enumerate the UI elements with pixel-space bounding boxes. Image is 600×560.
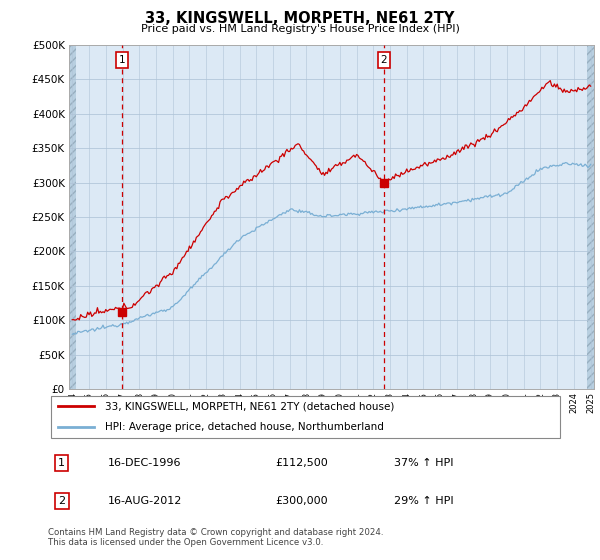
Text: 33, KINGSWELL, MORPETH, NE61 2TY: 33, KINGSWELL, MORPETH, NE61 2TY (145, 11, 455, 26)
Text: £300,000: £300,000 (275, 496, 328, 506)
Text: 16-AUG-2012: 16-AUG-2012 (107, 496, 182, 506)
Text: 29% ↑ HPI: 29% ↑ HPI (394, 496, 454, 506)
FancyBboxPatch shape (50, 395, 560, 438)
Text: Contains HM Land Registry data © Crown copyright and database right 2024.
This d: Contains HM Land Registry data © Crown c… (48, 528, 383, 547)
Text: £112,500: £112,500 (275, 458, 328, 468)
Text: HPI: Average price, detached house, Northumberland: HPI: Average price, detached house, Nort… (105, 422, 383, 432)
Text: 1: 1 (58, 458, 65, 468)
Text: 2: 2 (380, 55, 387, 65)
Text: 2: 2 (58, 496, 65, 506)
Bar (69, 45, 76, 389)
Text: 37% ↑ HPI: 37% ↑ HPI (394, 458, 453, 468)
Text: 1: 1 (119, 55, 125, 65)
Text: 33, KINGSWELL, MORPETH, NE61 2TY (detached house): 33, KINGSWELL, MORPETH, NE61 2TY (detach… (105, 401, 394, 411)
Text: Price paid vs. HM Land Registry's House Price Index (HPI): Price paid vs. HM Land Registry's House … (140, 24, 460, 34)
Text: 16-DEC-1996: 16-DEC-1996 (107, 458, 181, 468)
Bar (587, 45, 598, 389)
